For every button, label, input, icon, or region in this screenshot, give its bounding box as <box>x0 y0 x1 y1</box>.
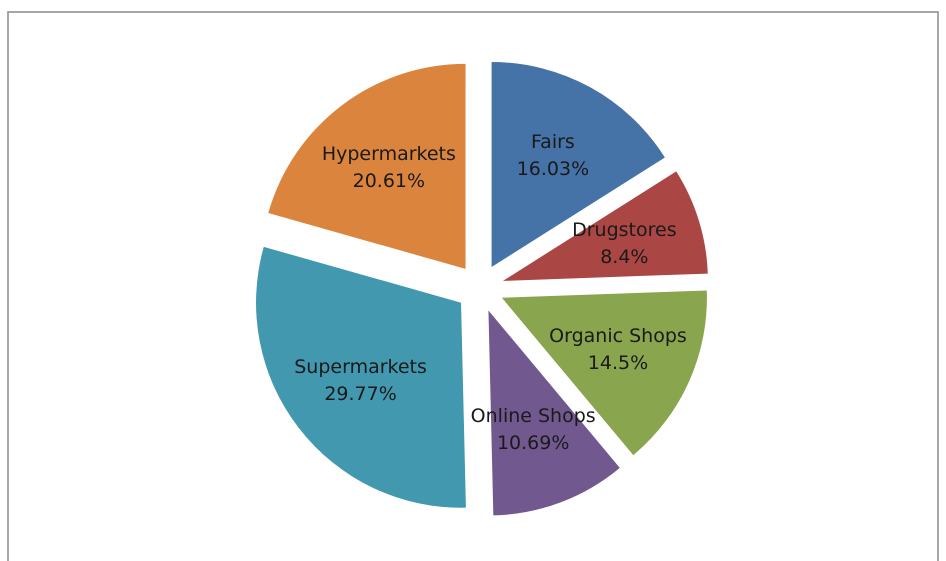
slice-value-label: 29.77% <box>324 383 396 405</box>
slice-label: Online Shops <box>471 405 596 427</box>
pie-slice <box>491 61 665 267</box>
slice-label: Supermarkets <box>294 356 427 378</box>
pie-slice <box>268 63 466 269</box>
slice-value-label: 10.69% <box>497 432 569 454</box>
slice-label: Organic Shops <box>549 325 687 347</box>
chart-frame <box>7 11 939 561</box>
slice-value-label: 14.5% <box>588 352 648 374</box>
pie-slice <box>502 171 708 281</box>
pie-slice <box>501 290 707 456</box>
pie-slice <box>488 310 620 516</box>
slice-label: Fairs <box>531 131 575 153</box>
slice-value-label: 16.03% <box>517 158 589 180</box>
slice-label: Hypermarkets <box>322 143 456 165</box>
slice-value-label: 8.4% <box>600 246 648 268</box>
slice-label: Drugstores <box>572 219 677 241</box>
slice-value-label: 20.61% <box>353 170 425 192</box>
pie-slice <box>256 246 466 508</box>
